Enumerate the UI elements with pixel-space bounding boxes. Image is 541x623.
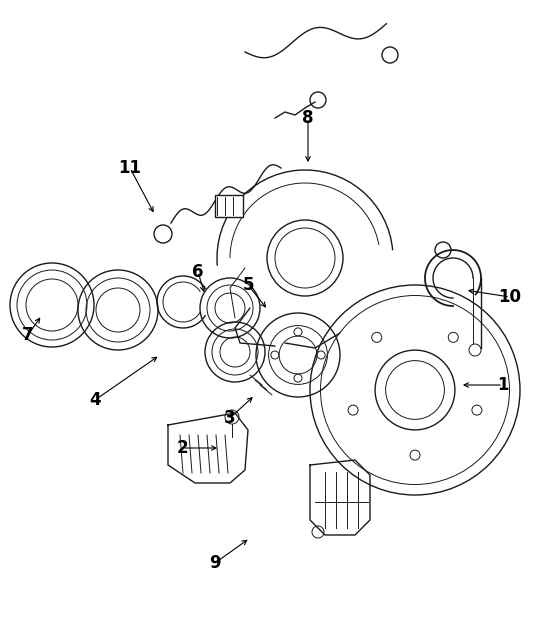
Text: 7: 7 bbox=[22, 326, 34, 344]
Text: 1: 1 bbox=[497, 376, 509, 394]
Text: 6: 6 bbox=[192, 263, 204, 281]
Text: 5: 5 bbox=[242, 276, 254, 294]
Text: 2: 2 bbox=[176, 439, 188, 457]
Text: 10: 10 bbox=[498, 288, 522, 306]
Text: 9: 9 bbox=[209, 554, 221, 572]
Text: 11: 11 bbox=[118, 159, 142, 177]
Bar bbox=[215, 195, 243, 217]
Text: 8: 8 bbox=[302, 109, 314, 127]
Text: 3: 3 bbox=[224, 409, 236, 427]
Text: 4: 4 bbox=[89, 391, 101, 409]
